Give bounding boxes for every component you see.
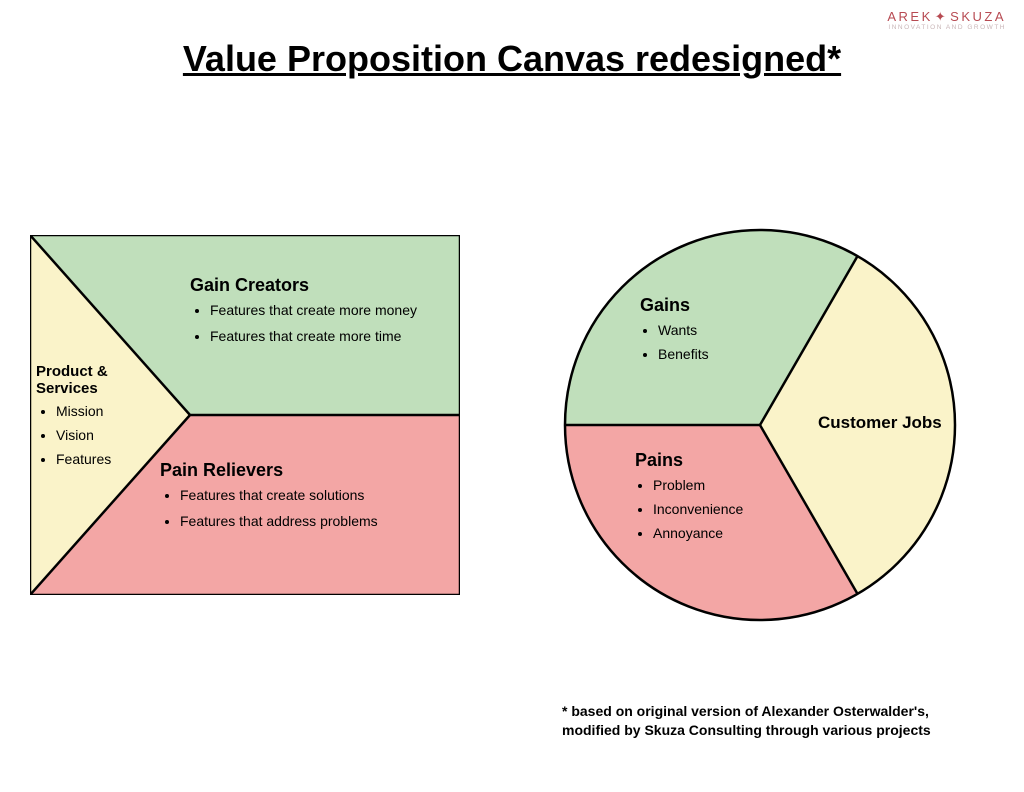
circle-pains-text: Pains Problem Inconvenience Annoyance (635, 450, 805, 549)
list-item: Wants (658, 322, 790, 338)
circle-jobs-text: Customer Jobs (818, 413, 958, 433)
square-left-list: Mission Vision Features (36, 403, 131, 467)
page-title: Value Proposition Canvas redesigned* (0, 38, 1024, 80)
logo-star-icon: ✦ (933, 9, 950, 24)
list-item: Benefits (658, 346, 790, 362)
circle-pains-list: Problem Inconvenience Annoyance (635, 477, 805, 541)
footnote: * based on original version of Alexander… (562, 702, 962, 740)
square-bottom-list: Features that create solutions Features … (160, 487, 440, 529)
logo-right: SKUZA (950, 9, 1006, 24)
customer-profile-circle: Gains Wants Benefits Customer Jobs Pains… (560, 225, 960, 625)
circle-pains-heading: Pains (635, 450, 805, 471)
square-bottom-text: Pain Relievers Features that create solu… (160, 460, 440, 539)
square-left-text: Product & Services Mission Vision Featur… (36, 363, 131, 475)
list-item: Features that create solutions (180, 487, 440, 503)
list-item: Vision (56, 427, 131, 443)
brand-logo: AREK✦SKUZA INNOVATION AND GROWTH (887, 10, 1006, 32)
list-item: Features that create more money (210, 302, 450, 318)
square-top-text: Gain Creators Features that create more … (190, 275, 450, 354)
square-left-heading: Product & Services (36, 363, 131, 397)
circle-gains-text: Gains Wants Benefits (640, 295, 790, 370)
square-top-heading: Gain Creators (190, 275, 450, 296)
diagram-canvas: Product & Services Mission Vision Featur… (30, 235, 990, 635)
square-top-list: Features that create more money Features… (190, 302, 450, 344)
list-item: Problem (653, 477, 805, 493)
list-item: Inconvenience (653, 501, 805, 517)
list-item: Features that create more time (210, 328, 450, 344)
square-bottom-heading: Pain Relievers (160, 460, 440, 481)
list-item: Features (56, 451, 131, 467)
circle-gains-list: Wants Benefits (640, 322, 790, 362)
list-item: Mission (56, 403, 131, 419)
circle-gains-heading: Gains (640, 295, 790, 316)
logo-subtitle: INNOVATION AND GROWTH (887, 25, 1006, 32)
value-map-square: Product & Services Mission Vision Featur… (30, 235, 460, 595)
circle-jobs-heading: Customer Jobs (818, 413, 958, 433)
list-item: Features that address problems (180, 513, 440, 529)
logo-left: AREK (887, 9, 932, 24)
list-item: Annoyance (653, 525, 805, 541)
